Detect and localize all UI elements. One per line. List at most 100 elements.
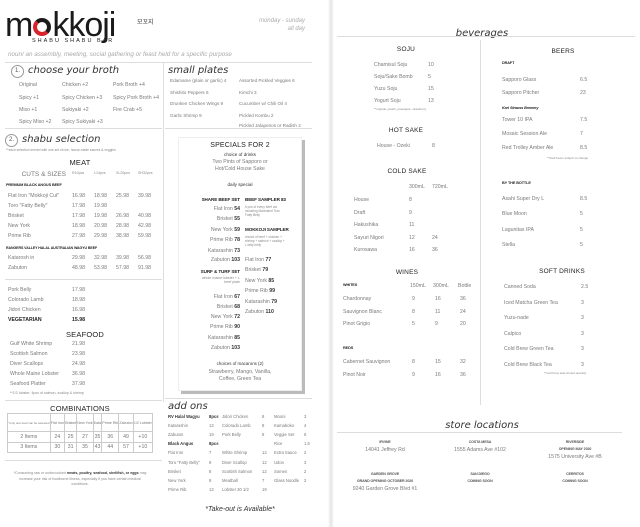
broth-option: Pork Broth +4 (113, 82, 145, 88)
add-on-cell: Flat Iron (168, 450, 184, 456)
beers-title: BEERS (551, 48, 575, 55)
takeout-note: *Take-out is Available* (205, 506, 275, 513)
soft-drink-price: 2.5 (581, 284, 589, 290)
meat-price: 29.98 (72, 255, 85, 261)
add-on-cell: Black Angus (168, 441, 194, 447)
mokkoji-sampler-item: Prime Rib 99 (245, 288, 276, 294)
meat-price: 57.98 (116, 265, 129, 271)
small-plate-item: Garlic Shrimp 9 (170, 113, 202, 118)
add-on-cell: 2 (304, 468, 307, 474)
add-on-cell: 4 (304, 423, 307, 429)
seafood-price: 37.98 (72, 381, 85, 387)
soft-drink-name: Cold Brew Green Tea (504, 346, 554, 352)
surf-turf-note: beef plate (224, 280, 240, 284)
add-on-cell: Extra Sauce (274, 450, 297, 456)
add-on-cell: Rice (274, 441, 283, 447)
cold-sake-price: 24 (432, 234, 438, 241)
soft-drink-price: 3 (581, 299, 584, 306)
meat-price: 53.98 (94, 265, 107, 271)
store-name: IRVINE (379, 440, 391, 444)
beer-name: Red Trolley Amber Ale (502, 145, 554, 151)
meat-price: 26.98 (116, 213, 129, 219)
add-on-cell: 2 (304, 450, 307, 456)
meat-name: Flat Iron "Mokkoji Cut" (8, 193, 60, 199)
divider (5, 400, 162, 401)
beer-price: 23 (580, 90, 586, 96)
share-beef-item: New York 59 (210, 227, 240, 233)
seafood-price: 23.98 (72, 351, 85, 357)
add-on-cell: White Shrimp (222, 450, 248, 456)
wine-price: 9 (412, 296, 415, 302)
cold-sake-name: Draft (354, 209, 366, 216)
logo-subtitle: SHABU SHABU BAR (32, 38, 115, 44)
combo-column-header: Flat Iron (49, 413, 66, 432)
daily-special-label: daily special (227, 182, 253, 187)
hot-sake-name: House - Ozeki (377, 143, 410, 149)
soft-drink-name: Cold Brew Black Tea (504, 361, 552, 368)
share-beef-item: Zabuton 103 (210, 257, 240, 263)
combo-price: 57 (118, 441, 134, 453)
add-on-cell: Somen (274, 468, 288, 474)
beer-price: 8.5 (580, 196, 588, 202)
soft-drinks-note: **cold brew teas limited quantity (543, 371, 587, 375)
shabu-note: **each selection served with one set of … (6, 148, 116, 152)
surf-turf-item: Prime Rib 90 (209, 324, 240, 330)
add-on-cell: Kamaboko (274, 423, 295, 429)
store-status: COMING SOON (467, 479, 493, 483)
wine-column: 150mL (410, 283, 426, 289)
size-header: L14pcs (94, 171, 106, 175)
meat-name: Toro "Fatty Belly" (8, 203, 48, 209)
cold-sake-price: 8 (409, 197, 412, 203)
combo-column-header: 1/2 Lobster (132, 413, 154, 432)
small-plate-item: Edamame (plain or garlic) 4 (170, 78, 227, 83)
add-on-cell: 12 (262, 459, 267, 465)
cold-sake-price: 36 (432, 247, 438, 253)
mokkoji-sampler-item: Katarashin 79 (245, 299, 278, 305)
small-plate-item: Kimchi 3 (239, 90, 257, 95)
disclaimer-pre: *Consuming raw or undercooked (13, 471, 67, 475)
wine-price: 24 (460, 308, 466, 315)
beer-price: 5 (580, 241, 583, 248)
cold-sake-column: 720mL (432, 184, 448, 190)
add-on-cell: Katarashin (168, 423, 189, 429)
wine-name: Cabernet Sauvignon (343, 359, 391, 365)
mokkoji-sampler-note: choice of beef + chicken + (245, 235, 283, 239)
combo-price: 35 (92, 431, 103, 443)
size-header: R10pcs (72, 171, 85, 175)
surf-turf-item: Brisket 68 (216, 304, 240, 310)
beer-price: 6.5 (580, 77, 588, 83)
add-on-cell: 8 (262, 414, 265, 419)
cold-sake-price: 9 (409, 209, 412, 216)
store-name: SAN DIEGO (470, 472, 490, 476)
add-on-cell: Mooni (274, 414, 286, 419)
combo-row: 2 Items 24 25 27 35 36 49 +10 (7, 431, 154, 443)
soju-price: 10 (428, 62, 434, 68)
meat-price: 18.98 (72, 297, 85, 303)
store-name: GARDEN GROVE (370, 472, 400, 476)
small-plate-item: Assorted Pickled Veggies 6 (239, 78, 295, 83)
bottle-label: BY THE BOTTLE (502, 181, 531, 185)
broth-title: choose your broth (28, 65, 120, 76)
surf-turf-item: Katarashin 85 (207, 335, 240, 341)
soju-title: SOJU (396, 46, 416, 53)
meat-price: 20.98 (94, 223, 107, 229)
disclaimer: *Consuming raw or undercooked meats, pou… (13, 471, 148, 488)
specials-title: SPECIALS FOR 2 (210, 142, 270, 149)
store-status: OPENING MAY 2020 (558, 447, 592, 451)
cold-sake-title: COLD SAKE (387, 168, 427, 175)
cold-sake-name: Kurosawa (354, 247, 378, 253)
soju-name: Yogurt Soju (374, 98, 401, 104)
combo-price: 44 (101, 441, 120, 453)
seafood-price: 21.98 (72, 341, 85, 347)
combo-note: *only one beef can be selected (7, 413, 51, 432)
combo-price: 25 (64, 431, 78, 443)
broth-option: Spicy +1 (19, 95, 40, 101)
small-plate-item: Drunken Chicken Wings 9 (170, 101, 224, 106)
shabu-title: shabu selection (22, 134, 101, 145)
logo-korean: 모꼬지 (137, 20, 154, 26)
beer-price: 5 (580, 226, 583, 233)
whites-label: WHITES (343, 283, 358, 287)
cold-sake-name: House (354, 197, 369, 203)
broth-option: Original (19, 82, 37, 88)
broth-option: Spicy Pork Broth +4 (113, 95, 159, 101)
